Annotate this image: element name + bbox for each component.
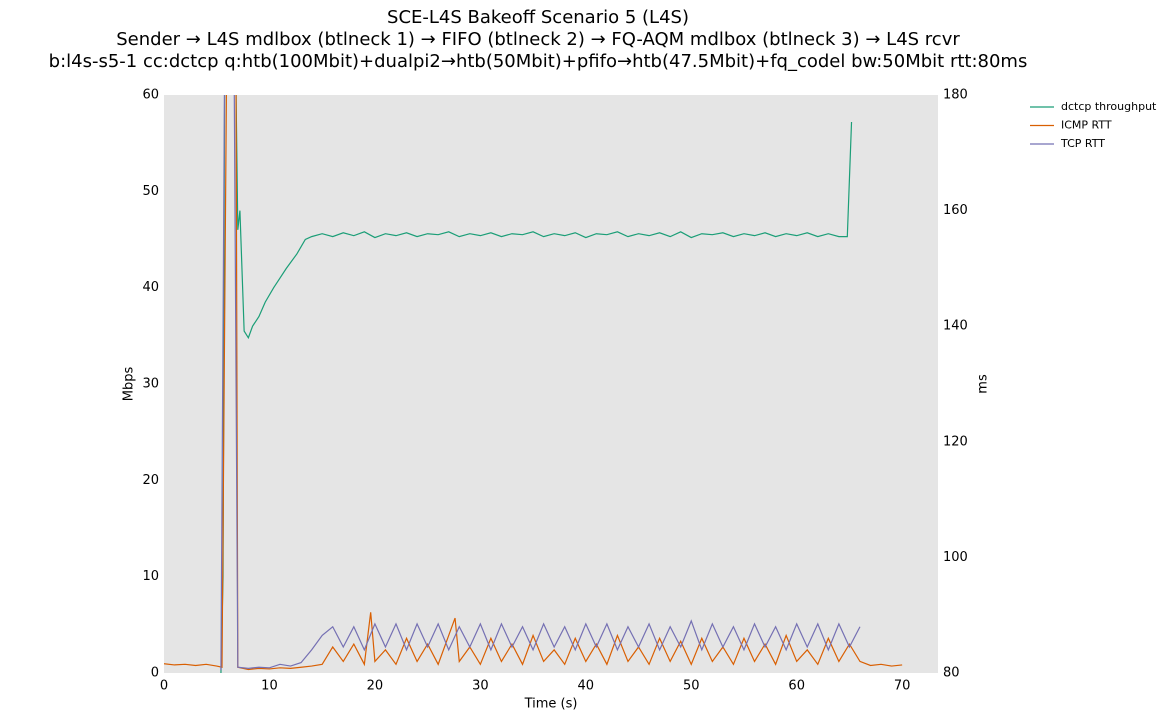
y-tick-label: 10	[142, 569, 159, 584]
x-tick-label: 0	[160, 679, 168, 694]
series-line	[220, 95, 853, 673]
y-tick-label: 50	[142, 184, 159, 199]
y2-tick-label: 140	[943, 319, 968, 334]
y2-tick-label: 160	[943, 203, 968, 218]
x-axis-label: Time (s)	[524, 697, 578, 712]
legend-label: ICMP RTT	[1061, 119, 1112, 132]
y-tick-label: 60	[142, 88, 159, 103]
y2-tick-label: 120	[943, 434, 968, 449]
y2-tick-label: 100	[943, 550, 968, 565]
y-tick-label: 40	[142, 280, 159, 295]
y-axis-label: Mbps	[122, 367, 137, 402]
series-line	[220, 95, 861, 671]
y2-axis-label: ms	[976, 374, 991, 394]
series-line	[164, 95, 903, 671]
x-tick-label: 30	[472, 679, 489, 694]
x-tick-label: 50	[683, 679, 700, 694]
plot-area	[164, 95, 938, 673]
x-tick-label: 40	[578, 679, 595, 694]
y2-tick-label: 80	[943, 666, 960, 681]
x-tick-label: 60	[788, 679, 805, 694]
plot-lines	[164, 95, 903, 673]
chart-subtitle: b:l4s-s5-1 cc:dctcp q:htb(100Mbit)+dualp…	[49, 51, 1028, 72]
x-tick-label: 10	[261, 679, 278, 694]
y2-tick-label: 180	[943, 88, 968, 103]
chart-subtitle: Sender → L4S mdlbox (btlneck 1) → FIFO (…	[116, 29, 960, 50]
x-tick-label: 70	[894, 679, 911, 694]
y-tick-label: 0	[151, 666, 159, 681]
chart-title: SCE-L4S Bakeoff Scenario 5 (L4S)	[387, 7, 689, 28]
legend-label: TCP RTT	[1060, 137, 1105, 150]
y-tick-label: 20	[142, 473, 159, 488]
x-tick-label: 20	[367, 679, 384, 694]
y-tick-label: 30	[142, 377, 159, 392]
legend-label: dctcp throughput	[1061, 100, 1157, 113]
